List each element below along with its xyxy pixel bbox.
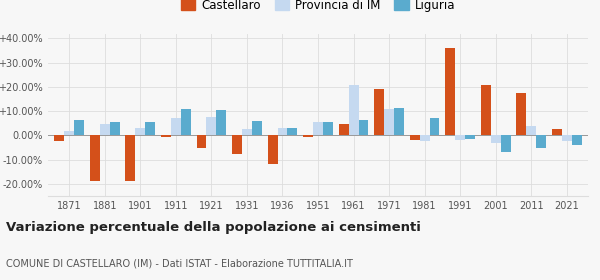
- Bar: [110, 122, 120, 136]
- Bar: [217, 110, 226, 136]
- Bar: [481, 85, 491, 136]
- Bar: [55, 136, 64, 141]
- Bar: [74, 120, 84, 136]
- Bar: [359, 120, 368, 136]
- Bar: [552, 129, 562, 136]
- Bar: [303, 136, 313, 137]
- Bar: [430, 118, 439, 136]
- Bar: [181, 109, 191, 136]
- Bar: [384, 109, 394, 136]
- Bar: [252, 121, 262, 136]
- Legend: Castellaro, Provincia di IM, Liguria: Castellaro, Provincia di IM, Liguria: [176, 0, 460, 17]
- Bar: [323, 122, 333, 136]
- Bar: [100, 125, 110, 136]
- Bar: [268, 136, 277, 164]
- Bar: [445, 48, 455, 136]
- Bar: [455, 136, 465, 140]
- Bar: [171, 118, 181, 136]
- Bar: [313, 122, 323, 136]
- Bar: [536, 136, 546, 148]
- Bar: [516, 93, 526, 136]
- Bar: [161, 136, 171, 137]
- Bar: [136, 128, 145, 136]
- Bar: [491, 136, 500, 143]
- Bar: [394, 108, 404, 136]
- Bar: [526, 126, 536, 136]
- Bar: [419, 136, 430, 141]
- Text: COMUNE DI CASTELLARO (IM) - Dati ISTAT - Elaborazione TUTTITALIA.IT: COMUNE DI CASTELLARO (IM) - Dati ISTAT -…: [6, 258, 353, 268]
- Bar: [338, 125, 349, 136]
- Bar: [242, 129, 252, 136]
- Bar: [562, 136, 572, 141]
- Bar: [145, 122, 155, 136]
- Bar: [287, 128, 298, 136]
- Bar: [206, 117, 217, 136]
- Bar: [374, 89, 384, 136]
- Bar: [572, 136, 581, 145]
- Bar: [349, 85, 359, 136]
- Bar: [90, 136, 100, 181]
- Bar: [125, 136, 136, 181]
- Bar: [64, 130, 74, 136]
- Bar: [465, 136, 475, 139]
- Bar: [232, 136, 242, 154]
- Bar: [500, 136, 511, 152]
- Bar: [197, 136, 206, 148]
- Text: Variazione percentuale della popolazione ai censimenti: Variazione percentuale della popolazione…: [6, 221, 421, 234]
- Bar: [277, 128, 287, 136]
- Bar: [410, 136, 419, 140]
